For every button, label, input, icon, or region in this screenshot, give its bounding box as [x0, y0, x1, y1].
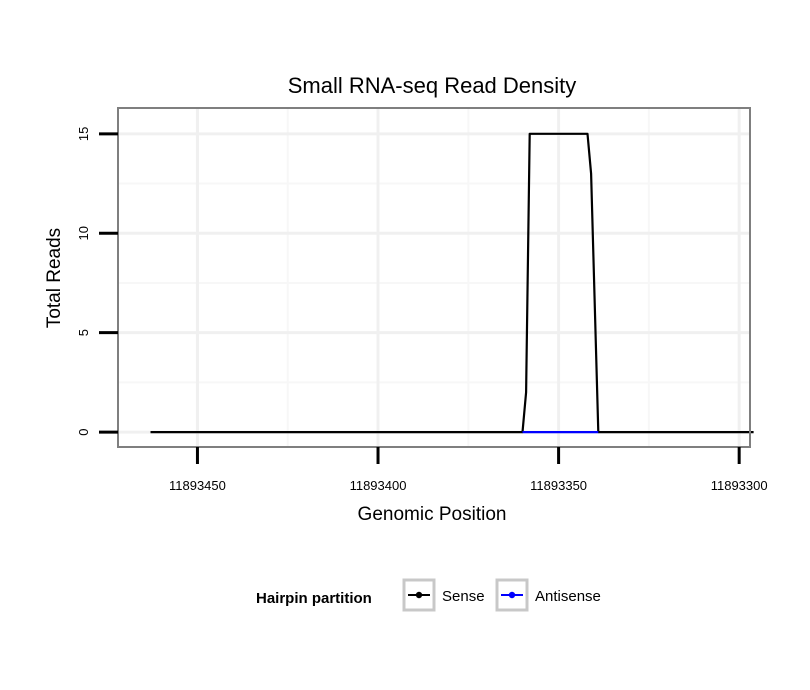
legend-title: Hairpin partition	[256, 590, 372, 607]
x-tick-label: 11893400	[350, 478, 407, 493]
legend-item-antisense: Antisense	[495, 578, 601, 612]
legend: Hairpin partition Sense Antisense	[256, 578, 601, 612]
plot-border	[117, 107, 751, 448]
x-tick-label: 11893350	[530, 478, 587, 493]
y-axis-title: Total Reads	[44, 228, 65, 328]
x-tick-label: 11893300	[711, 478, 768, 493]
y-tick-label: 10	[76, 226, 91, 240]
legend-key-point	[508, 591, 516, 599]
y-tick-label: 15	[76, 127, 91, 141]
legend-key-point	[415, 591, 423, 599]
legend-item-sense: Sense	[402, 578, 485, 612]
series-lines	[150, 132, 754, 434]
legend-label-sense: Sense	[442, 588, 485, 605]
series-line-sense	[150, 132, 754, 434]
legend-label-antisense: Antisense	[535, 588, 601, 605]
x-axis-title: Genomic Position	[358, 504, 507, 525]
legend-items: Sense Antisense	[402, 578, 601, 612]
y-tick-label: 5	[76, 329, 91, 336]
x-tick-label: 11893450	[169, 478, 226, 493]
axes: 11893450 11893400 11893350 11893300 0 5 10 15	[76, 127, 768, 493]
chart-title: Small RNA-seq Read Density	[288, 73, 577, 98]
plot-panel	[118, 108, 750, 447]
y-tick-label: 0	[76, 428, 91, 435]
